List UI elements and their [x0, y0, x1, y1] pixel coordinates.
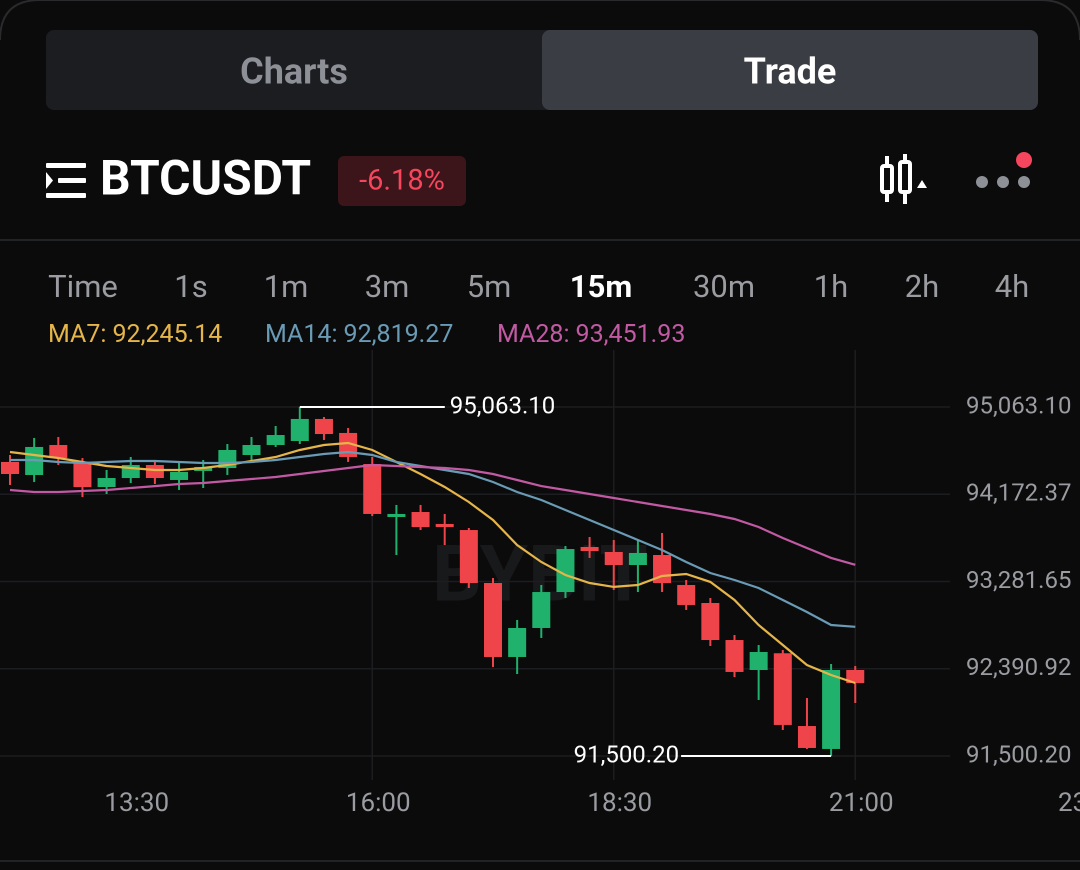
y-tick-label: 93,281.65: [966, 566, 1071, 594]
legend-value: 92,819.27: [344, 320, 454, 349]
candle-body: [749, 651, 768, 671]
y-tick-label: 94,172.37: [966, 479, 1071, 507]
candle-body: [532, 592, 551, 628]
candle-body: [170, 471, 189, 480]
candle-body: [773, 653, 792, 725]
x-tick-label: 16:00: [346, 788, 411, 818]
interval-option[interactable]: Time: [48, 268, 118, 305]
high-label: 95,063.10: [450, 391, 555, 419]
candle-body: [435, 523, 454, 527]
candle-body: [822, 670, 841, 749]
change-badge: [338, 156, 466, 206]
tab[interactable]: Charts: [240, 51, 348, 93]
y-tick-label: 95,063.10: [966, 391, 1071, 419]
legend-value: 92,245.14: [112, 320, 222, 349]
candle-body: [73, 463, 92, 488]
candle-body: [580, 546, 599, 551]
interval-option[interactable]: 1h: [814, 268, 849, 305]
y-tick-label: 92,390.92: [966, 653, 1071, 681]
candle-body: [628, 552, 647, 565]
legend-value: 93,451.93: [576, 320, 686, 349]
candle-body: [363, 464, 382, 514]
panel-edge: [0, 0, 1080, 41]
candle-body: [339, 432, 358, 457]
candle-body: [556, 549, 575, 593]
legend-entry: MA14: 92,819.27: [265, 320, 453, 349]
chart-type-icon[interactable]: [880, 154, 927, 204]
interval-option[interactable]: 15m: [570, 268, 632, 305]
tab-selected-bg: [542, 30, 1038, 110]
candle-body: [604, 551, 623, 565]
ma-line: [9, 463, 856, 566]
interval-option[interactable]: 1s: [174, 268, 207, 305]
candle-body: [846, 670, 865, 684]
candle-body: [484, 583, 502, 657]
candle-body: [266, 435, 285, 446]
tab[interactable]: Trade: [744, 51, 837, 93]
legend-entry: MA28: 93,451.93: [497, 320, 685, 349]
more-icon[interactable]: [976, 152, 1032, 188]
candle-body: [49, 445, 68, 459]
interval-option[interactable]: 5m: [467, 268, 512, 305]
interval-option[interactable]: 30m: [693, 268, 755, 305]
candle-body: [508, 627, 527, 657]
candle-body: [97, 478, 116, 488]
candle-body: [459, 530, 478, 584]
interval-option[interactable]: 4h: [995, 268, 1030, 305]
y-tick-label: 91,500.20: [966, 740, 1071, 768]
candle-body: [290, 418, 309, 441]
candle-body: [701, 603, 720, 641]
change-percent: -6.18%: [359, 164, 445, 198]
x-tick-label: 13:30: [104, 788, 169, 818]
menu-icon[interactable]: [46, 163, 86, 198]
candle-body: [677, 584, 696, 605]
legend-name: MA7:: [48, 320, 106, 349]
interval-option[interactable]: 3m: [365, 268, 410, 305]
candle-body: [145, 464, 164, 479]
candle-body: [725, 640, 744, 672]
low-label: 91,500.20: [574, 740, 679, 768]
candle-body: [1, 461, 19, 475]
x-tick-label: 18:30: [587, 788, 652, 818]
legend-name: MA28:: [497, 320, 570, 349]
candle-body: [797, 726, 816, 748]
candle-body: [387, 513, 406, 518]
interval-option[interactable]: 1m: [264, 268, 309, 305]
legend-name: MA14:: [265, 320, 338, 349]
legend-entry: MA7: 92,245.14: [48, 320, 222, 349]
candle-body: [314, 418, 333, 435]
x-tick-label: 21:00: [829, 788, 894, 818]
x-tick-label: 23: [1058, 788, 1080, 818]
interval-option[interactable]: 2h: [905, 268, 940, 305]
candle-body: [242, 445, 261, 456]
symbol[interactable]: BTCUSDT: [100, 150, 311, 207]
ma-line: [9, 441, 856, 685]
candle-body: [411, 512, 430, 527]
